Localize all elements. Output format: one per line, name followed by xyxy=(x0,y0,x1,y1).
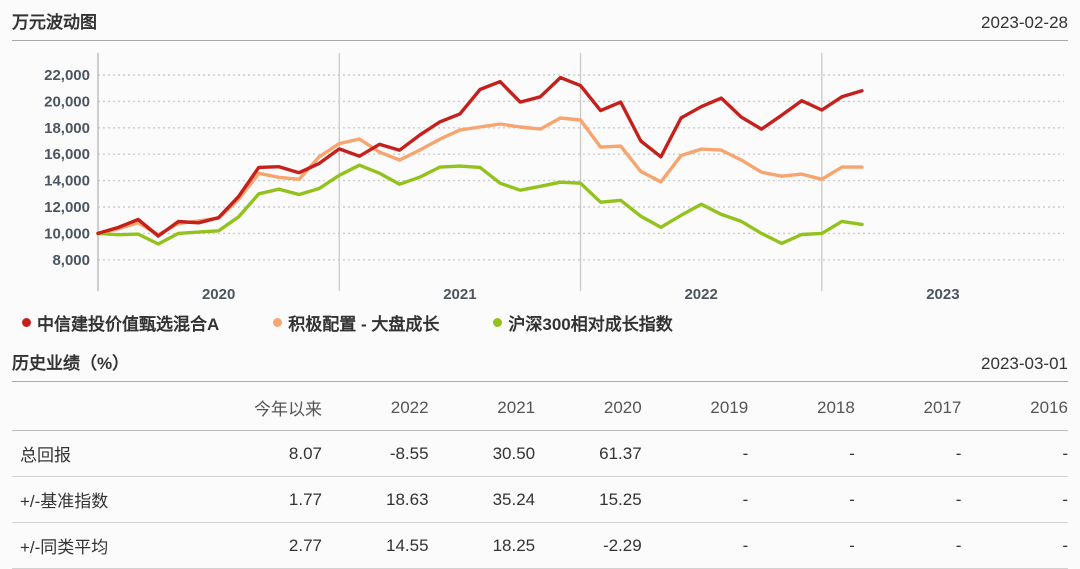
y-axis-tick-label: 8,000 xyxy=(52,252,90,269)
legend-item-fund: 中信建投价值甄选混合A xyxy=(22,310,219,335)
row-label: 总回报 xyxy=(12,430,202,477)
table-row-vs-category: +/-同类平均 2.77 14.55 18.25 -2.29 - - - - xyxy=(12,522,1068,569)
col-header-2017: 2017 xyxy=(854,384,962,431)
performance-chart: 22,000 20,000 18,000 16,000 14,000 12,000 10,0… xyxy=(44,53,1064,303)
table-cell: 61.37 xyxy=(535,430,642,477)
table-cell: - xyxy=(748,430,855,477)
table-cell: 8.07 xyxy=(202,430,322,477)
table-cell: - xyxy=(961,522,1068,569)
table-cell: - xyxy=(854,430,962,477)
col-header-ytd: 今年以来 xyxy=(202,384,322,431)
legend-dot-green xyxy=(493,318,503,327)
table-cell: - xyxy=(854,522,962,569)
table-row-total-return: 总回报 8.07 -8.55 30.50 61.37 - - - - xyxy=(12,430,1068,477)
chart-date: 2023-02-28 xyxy=(981,13,1068,32)
col-header-2016: 2016 xyxy=(961,384,1068,431)
legend-label-fund: 中信建投价值甄选混合A xyxy=(37,315,220,334)
y-axis-tick-label: 10,000 xyxy=(44,225,90,242)
series-line-2 xyxy=(96,163,864,246)
chart-title: 万元波动图 xyxy=(12,13,97,32)
col-header-2022: 2022 xyxy=(322,384,429,431)
y-axis-tick-label: 14,000 xyxy=(44,173,90,190)
series-line-0 xyxy=(96,75,864,238)
table-cell: - xyxy=(748,522,855,569)
x-axis-tick-label: 2021 xyxy=(443,286,476,303)
table-corner-cell xyxy=(12,384,202,431)
chart-legend: 中信建投价值甄选混合A 积极配置 - 大盘成长 沪深300相对成长指数 xyxy=(12,307,1068,337)
x-axis-tick-label: 2020 xyxy=(202,286,235,303)
y-axis-tick-label: 20,000 xyxy=(44,93,90,110)
table-cell: 14.55 xyxy=(322,522,429,569)
table-cell: - xyxy=(854,476,962,523)
table-cell: - xyxy=(961,476,1068,523)
history-title: 历史业绩（%） xyxy=(12,354,130,373)
y-axis-tick-label: 18,000 xyxy=(44,120,90,137)
x-axis-tick-label: 2022 xyxy=(684,286,717,303)
table-cell: 15.25 xyxy=(535,476,642,523)
col-header-2019: 2019 xyxy=(641,384,749,431)
table-row-vs-benchmark: +/-基准指数 1.77 18.63 35.24 15.25 - - - - xyxy=(12,476,1068,523)
row-label: +/-同类平均 xyxy=(12,522,202,569)
col-header-2021: 2021 xyxy=(428,384,536,431)
col-header-2020: 2020 xyxy=(535,384,642,431)
table-cell: -8.55 xyxy=(322,430,429,477)
history-table: 今年以来 2022 2021 2020 2019 2018 2017 2016 … xyxy=(12,384,1068,569)
legend-label-benchmark: 积极配置 - 大盘成长 xyxy=(288,315,440,334)
series-line-1 xyxy=(96,116,864,237)
table-cell: - xyxy=(641,430,749,477)
legend-label-index: 沪深300相对成长指数 xyxy=(508,315,673,334)
table-cell: - xyxy=(641,522,749,569)
table-cell: - xyxy=(748,476,855,523)
row-label: +/-基准指数 xyxy=(12,476,202,523)
legend-dot-orange xyxy=(273,318,283,327)
table-cell: 35.24 xyxy=(428,476,536,523)
y-axis-tick-label: 12,000 xyxy=(44,199,90,216)
history-date: 2023-03-01 xyxy=(981,354,1068,373)
table-cell: - xyxy=(961,430,1068,477)
history-table-header-row: 今年以来 2022 2021 2020 2019 2018 2017 2016 xyxy=(12,384,1068,431)
chart-section-header: 万元波动图 2023-02-28 xyxy=(12,8,1068,41)
legend-item-index: 沪深300相对成长指数 xyxy=(493,310,673,335)
col-header-2018: 2018 xyxy=(748,384,855,431)
y-axis-tick-label: 16,000 xyxy=(44,146,90,163)
x-axis-tick-label: 2023 xyxy=(926,286,959,303)
table-cell: - xyxy=(641,476,749,523)
history-section-header: 历史业绩（%） 2023-03-01 xyxy=(12,349,1068,382)
legend-item-benchmark: 积极配置 - 大盘成长 xyxy=(273,310,439,335)
legend-dot-red xyxy=(22,318,31,327)
table-cell: 2.77 xyxy=(202,522,322,569)
table-cell: 30.50 xyxy=(428,430,536,477)
table-cell: -2.29 xyxy=(535,522,642,569)
y-axis-tick-label: 22,000 xyxy=(44,67,90,84)
table-cell: 1.77 xyxy=(202,476,322,523)
table-cell: 18.25 xyxy=(428,522,536,569)
table-cell: 18.63 xyxy=(322,476,429,523)
